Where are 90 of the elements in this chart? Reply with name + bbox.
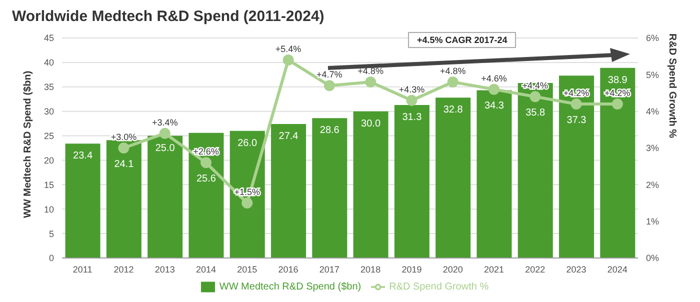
y2-tick-label: 6%	[646, 33, 660, 44]
data-label: +4.2%	[563, 88, 590, 98]
data-label: 34.3	[484, 100, 504, 112]
data-label: 23.4	[73, 150, 93, 162]
point	[530, 91, 541, 102]
bar	[148, 136, 183, 258]
bar	[271, 124, 306, 258]
x-tick-label: 2014	[196, 264, 216, 274]
point	[118, 142, 130, 154]
x-tick-label: 2023	[566, 264, 586, 274]
y-tick-label: 45	[44, 33, 54, 44]
y-tick-label: 35	[44, 82, 54, 92]
y-tick-label: 15	[44, 180, 54, 190]
data-label: +3.4%	[152, 117, 178, 128]
point	[242, 198, 253, 208]
bar	[188, 132, 224, 258]
data-label: 25.6	[196, 174, 216, 185]
point	[612, 98, 623, 110]
x-tick-label: 2019	[402, 264, 422, 274]
x-tick-label: 2013	[154, 264, 175, 274]
x-tick-label: 2021	[484, 264, 504, 274]
bar	[65, 144, 100, 258]
data-label: 37.3	[566, 115, 587, 126]
bar	[394, 104, 430, 258]
data-label: +5.4%	[275, 44, 302, 54]
point	[200, 157, 212, 168]
data-label: +4.4%	[522, 80, 548, 91]
bar	[600, 68, 636, 258]
data-label: 25.0	[155, 142, 176, 154]
bar	[518, 82, 553, 258]
data-label: +4.3%	[398, 84, 425, 94]
bar	[559, 76, 594, 258]
data-label: +2.6%	[193, 146, 219, 157]
chart-title: Worldwide Medtech R&D Spend (2011-2024)	[11, 8, 326, 27]
data-label: +3.0%	[110, 132, 137, 142]
x-tick-label: 2011	[72, 264, 92, 274]
bar	[312, 118, 348, 258]
data-label: 30.0	[361, 118, 381, 130]
y-tick-label: 25	[44, 130, 54, 141]
point	[488, 84, 500, 95]
bar	[436, 98, 471, 258]
data-label: 38.9	[608, 74, 628, 86]
y-tick-label: 0	[48, 253, 54, 264]
data-label: 27.4	[278, 131, 299, 142]
x-tick-label: 2022	[525, 264, 546, 274]
x-tick-label: 2024	[607, 264, 628, 274]
data-label: 28.6	[320, 125, 340, 136]
x-tick-label: 2017	[319, 264, 340, 274]
data-label: 32.8	[443, 104, 464, 116]
data-label: 26.0	[238, 138, 258, 149]
y-tick-label: 20	[44, 155, 54, 166]
x-tick-label: 2018	[360, 264, 381, 274]
data-label: +4.2%	[604, 88, 630, 98]
y-tick-label: 30	[44, 106, 54, 117]
legend-label: WW Medtech R&D Spend ($bn)	[219, 282, 362, 293]
data-label: 31.3	[402, 112, 422, 123]
y2-tick-label: 1%	[646, 216, 660, 227]
data-label: 35.8	[526, 108, 546, 119]
annotation: +4.5% CAGR 2017-24	[408, 32, 516, 48]
data-label: +4.8%	[358, 66, 384, 76]
bar	[353, 111, 388, 258]
data-label: +4.8%	[440, 66, 466, 76]
x-tick-label: 2012	[114, 264, 134, 274]
y2-tick-label: 3%	[646, 143, 660, 154]
x-tick-label: 2016	[278, 264, 298, 274]
y-tick-label: 5	[48, 228, 54, 239]
y-tick-label: 10	[44, 204, 54, 214]
y2-tick-label: 4%	[646, 106, 660, 117]
point	[365, 76, 376, 88]
point	[282, 54, 294, 66]
point	[324, 80, 335, 92]
point	[570, 98, 582, 110]
y-axis-title: WW Medtech R&D Spend ($bn)	[22, 70, 34, 218]
bar	[106, 140, 142, 258]
x-tick-label: 2020	[442, 264, 463, 274]
y2-axis-title: R&D Spend Growth %	[666, 34, 678, 138]
y2-tick-label: 0%	[646, 253, 660, 264]
y2-tick-label: 2%	[646, 180, 660, 190]
data-label: +4.6%	[481, 73, 507, 84]
x-tick-label: 2015	[237, 264, 258, 274]
y-tick-label: 40	[44, 58, 54, 68]
data-label: +4.7%	[316, 70, 342, 80]
data-label: 24.1	[114, 159, 134, 170]
point	[447, 76, 458, 88]
bar	[230, 130, 265, 258]
legend-label: R&D Spend Growth %	[389, 282, 489, 293]
y2-tick-label: 5%	[646, 70, 660, 80]
point	[406, 94, 418, 106]
point	[159, 128, 170, 139]
bar	[476, 90, 512, 258]
